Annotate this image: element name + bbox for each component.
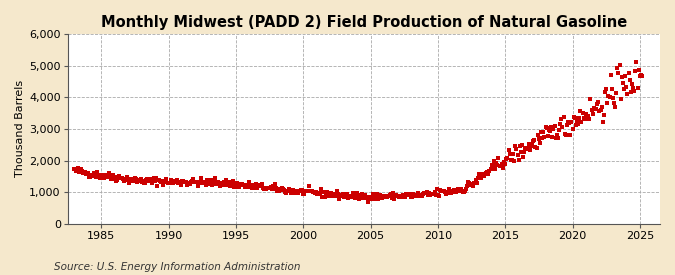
Title: Monthly Midwest (PADD 2) Field Production of Natural Gasoline: Monthly Midwest (PADD 2) Field Productio… [101,15,627,30]
Y-axis label: Thousand Barrels: Thousand Barrels [15,80,25,177]
Text: Source: U.S. Energy Information Administration: Source: U.S. Energy Information Administ… [54,262,300,272]
